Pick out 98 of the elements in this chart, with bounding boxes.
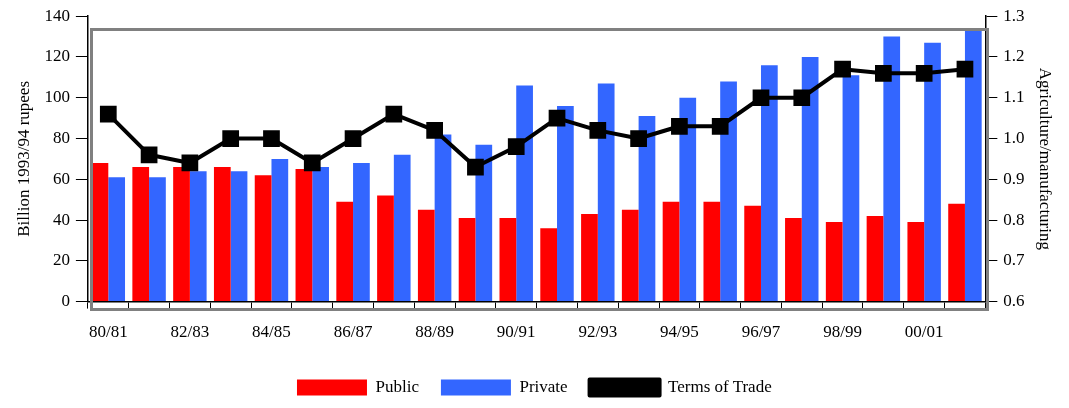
point bbox=[752, 89, 770, 107]
legend-label: Private bbox=[519, 376, 568, 396]
x-tick-label: 86/87 bbox=[333, 322, 373, 342]
y-tick-label: 0 bbox=[61, 291, 70, 311]
point bbox=[222, 130, 240, 147]
bar bbox=[271, 158, 289, 302]
y-tick-label: 80 bbox=[52, 127, 70, 147]
bar bbox=[744, 205, 761, 302]
x-tick-label: 96/97 bbox=[741, 322, 781, 342]
bar bbox=[312, 167, 329, 302]
bar bbox=[393, 154, 411, 302]
point bbox=[956, 60, 974, 78]
y2-tick-label: 1.2 bbox=[1003, 46, 1025, 66]
y2-tick-label: 0.6 bbox=[1003, 291, 1025, 311]
bar bbox=[883, 36, 901, 302]
bar bbox=[760, 65, 778, 302]
point bbox=[467, 158, 484, 176]
bar bbox=[842, 75, 860, 302]
bar bbox=[336, 201, 354, 302]
point bbox=[385, 105, 403, 123]
point bbox=[140, 146, 158, 164]
bar bbox=[377, 195, 394, 302]
x-tick-label: 92/93 bbox=[578, 322, 618, 342]
bar bbox=[581, 213, 598, 302]
bar bbox=[964, 30, 982, 302]
y-tick-label: 140 bbox=[44, 5, 70, 25]
bar bbox=[516, 85, 533, 302]
bar bbox=[825, 222, 843, 302]
bar bbox=[475, 144, 493, 302]
bar bbox=[703, 201, 721, 302]
point bbox=[548, 109, 566, 127]
bar bbox=[621, 209, 639, 302]
point bbox=[915, 64, 933, 82]
point bbox=[711, 117, 729, 135]
bar bbox=[434, 134, 452, 302]
bar bbox=[91, 162, 109, 302]
y2-tick-label: 0.8 bbox=[1003, 209, 1025, 229]
bar bbox=[353, 162, 370, 302]
bar bbox=[801, 56, 819, 302]
point bbox=[671, 117, 688, 135]
point bbox=[181, 154, 199, 172]
y2-axis-title: Agriculture/manufacturing bbox=[1036, 67, 1056, 251]
bar bbox=[458, 218, 476, 302]
bar bbox=[132, 167, 150, 302]
bar bbox=[907, 222, 925, 302]
bar bbox=[173, 167, 190, 302]
bar bbox=[785, 218, 802, 302]
point bbox=[263, 130, 280, 147]
x-tick-label: 94/95 bbox=[660, 322, 699, 342]
bar bbox=[948, 203, 965, 302]
point bbox=[426, 122, 444, 139]
x-tick-label: 98/99 bbox=[823, 322, 862, 342]
x-tick-label: 82/83 bbox=[170, 322, 210, 342]
bar bbox=[540, 228, 558, 302]
bar bbox=[866, 215, 884, 302]
bar bbox=[662, 201, 680, 302]
y2-tick-label: 0.9 bbox=[1003, 168, 1025, 188]
bar bbox=[597, 83, 615, 302]
bar bbox=[499, 218, 517, 302]
legend-label: Public bbox=[375, 376, 420, 396]
point bbox=[344, 130, 362, 147]
bar bbox=[417, 209, 435, 302]
y-axis-title: Billion 1993/94 rupees bbox=[13, 80, 33, 237]
y-tick-label: 100 bbox=[44, 87, 70, 107]
y-tick-label: 20 bbox=[52, 250, 70, 270]
x-tick-label: 80/81 bbox=[88, 322, 128, 342]
x-tick-label: 84/85 bbox=[252, 322, 291, 342]
bar bbox=[149, 177, 166, 302]
bar bbox=[213, 167, 231, 302]
bar bbox=[230, 171, 248, 302]
bar bbox=[638, 116, 656, 302]
x-tick-label: 88/89 bbox=[415, 322, 455, 342]
bar bbox=[295, 169, 313, 302]
bar bbox=[720, 81, 737, 302]
point bbox=[875, 64, 892, 82]
point bbox=[99, 105, 117, 123]
bar bbox=[557, 105, 574, 302]
y2-tick-label: 1.0 bbox=[1003, 127, 1025, 147]
point bbox=[834, 60, 851, 78]
bar bbox=[924, 42, 941, 302]
legend-label: Terms of Trade bbox=[668, 376, 772, 396]
y-tick-label: 60 bbox=[52, 168, 70, 188]
bar bbox=[189, 171, 207, 302]
point bbox=[630, 130, 647, 147]
point bbox=[507, 138, 525, 156]
bar bbox=[254, 175, 272, 302]
point bbox=[303, 154, 321, 172]
point bbox=[793, 89, 811, 107]
y2-tick-label: 0.7 bbox=[1003, 250, 1026, 270]
x-tick-label: 00/01 bbox=[904, 322, 944, 342]
y2-tick-label: 1.3 bbox=[1003, 5, 1025, 25]
bar bbox=[679, 97, 697, 302]
y2-tick-label: 1.1 bbox=[1003, 87, 1025, 107]
bar bbox=[108, 177, 126, 302]
point bbox=[589, 122, 607, 139]
x-tick-label: 90/91 bbox=[496, 322, 536, 342]
y-tick-label: 120 bbox=[44, 46, 70, 66]
y-tick-label: 40 bbox=[52, 209, 70, 229]
